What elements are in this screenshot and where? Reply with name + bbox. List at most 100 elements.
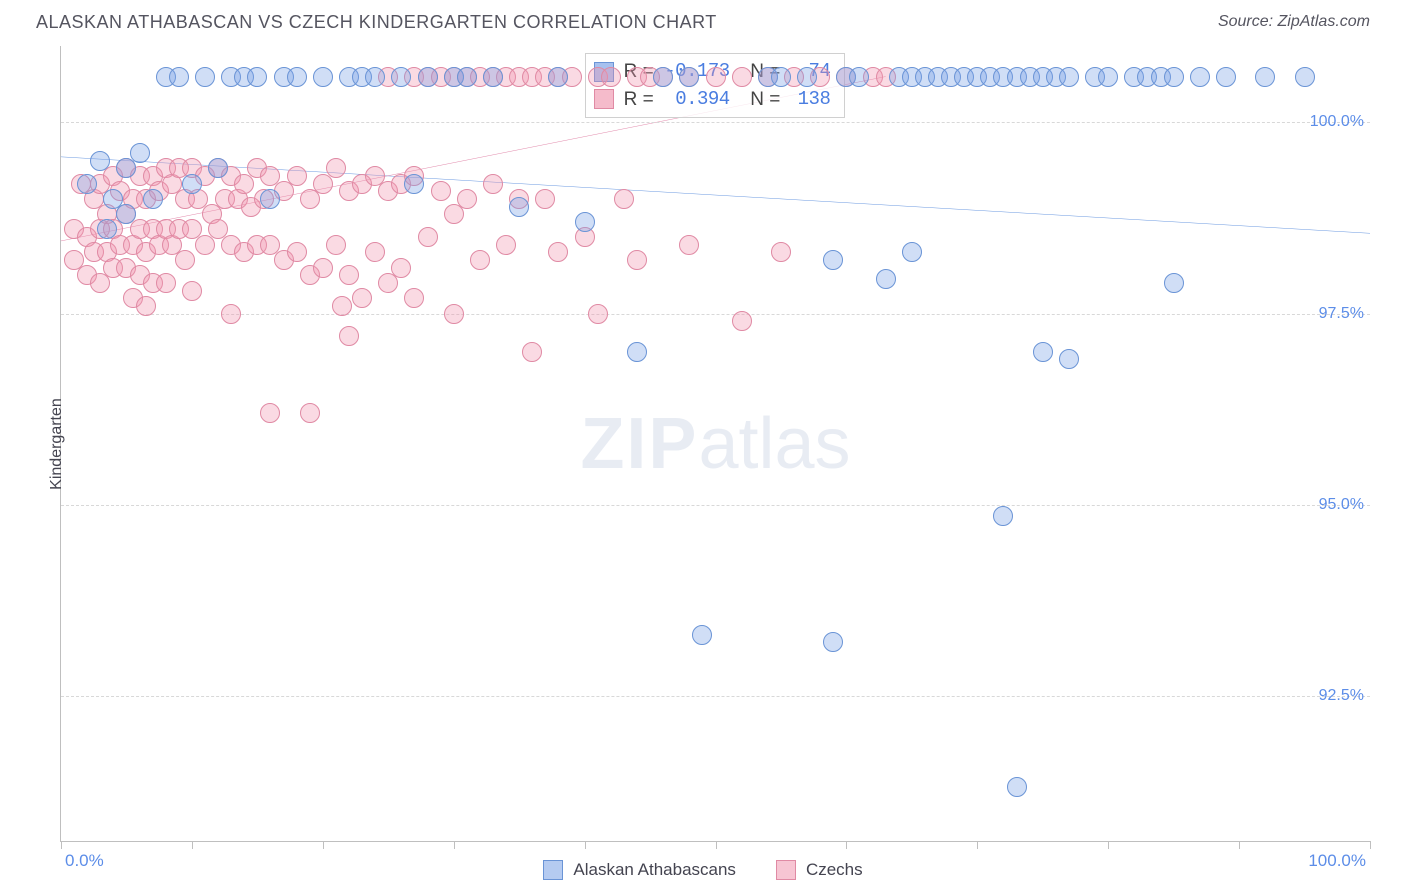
chart-source: Source: ZipAtlas.com (1218, 13, 1370, 31)
watermark-light: atlas (698, 404, 850, 484)
data-point (77, 174, 97, 194)
y-tick-label: 95.0% (1319, 496, 1364, 514)
chart-title: ALASKAN ATHABASCAN VS CZECH KINDERGARTEN… (36, 12, 717, 33)
data-point (627, 342, 647, 362)
x-tick (977, 841, 978, 849)
x-tick (846, 841, 847, 849)
data-point (326, 158, 346, 178)
data-point (444, 304, 464, 324)
stats-r-value: 0.394 (664, 86, 730, 114)
data-point (1164, 67, 1184, 87)
data-point (457, 67, 477, 87)
data-point (902, 242, 922, 262)
x-tick (1239, 841, 1240, 849)
watermark-bold: ZIP (580, 404, 698, 484)
data-point (588, 304, 608, 324)
data-point (287, 67, 307, 87)
data-point (470, 250, 490, 270)
data-point (365, 67, 385, 87)
data-point (339, 265, 359, 285)
data-point (522, 342, 542, 362)
data-point (679, 67, 699, 87)
data-point (535, 189, 555, 209)
data-point (431, 181, 451, 201)
data-point (692, 625, 712, 645)
gridline-h (61, 122, 1370, 123)
data-point (548, 67, 568, 87)
data-point (313, 258, 333, 278)
data-point (169, 67, 189, 87)
data-point (130, 143, 150, 163)
data-point (195, 67, 215, 87)
y-tick-label: 100.0% (1310, 113, 1364, 131)
data-point (575, 212, 595, 232)
stats-r-label: R = (624, 86, 654, 114)
data-point (90, 151, 110, 171)
data-point (1295, 67, 1315, 87)
data-point (97, 219, 117, 239)
data-point (706, 67, 726, 87)
data-point (1059, 349, 1079, 369)
data-point (483, 174, 503, 194)
data-point (627, 250, 647, 270)
data-point (391, 258, 411, 278)
data-point (876, 269, 896, 289)
gridline-h (61, 314, 1370, 315)
data-point (823, 632, 843, 652)
data-point (365, 242, 385, 262)
gridline-h (61, 505, 1370, 506)
data-point (509, 197, 529, 217)
legend-label: Alaskan Athabascans (573, 860, 736, 880)
data-point (208, 158, 228, 178)
legend-swatch (543, 860, 563, 880)
data-point (404, 174, 424, 194)
data-point (418, 227, 438, 247)
data-point (326, 235, 346, 255)
stats-n-label: N = (740, 86, 781, 114)
y-axis-title: Kindergarten (48, 398, 66, 490)
gridline-h (61, 696, 1370, 697)
legend-item: Alaskan Athabascans (543, 860, 736, 880)
stats-n-value: 138 (790, 86, 830, 114)
data-point (221, 304, 241, 324)
data-point (332, 296, 352, 316)
legend-label: Czechs (806, 860, 863, 880)
x-tick (323, 841, 324, 849)
data-point (287, 166, 307, 186)
x-tick (1108, 841, 1109, 849)
data-point (679, 235, 699, 255)
data-point (143, 189, 163, 209)
x-tick (716, 841, 717, 849)
data-point (156, 273, 176, 293)
chart-header: ALASKAN ATHABASCAN VS CZECH KINDERGARTEN… (0, 0, 1406, 44)
data-point (849, 67, 869, 87)
data-point (823, 250, 843, 270)
data-point (771, 242, 791, 262)
data-point (182, 281, 202, 301)
data-point (247, 67, 267, 87)
legend-item: Czechs (776, 860, 863, 880)
x-tick (585, 841, 586, 849)
data-point (1255, 67, 1275, 87)
data-point (260, 403, 280, 423)
x-tick (61, 841, 62, 849)
data-point (771, 67, 791, 87)
data-point (732, 67, 752, 87)
data-point (260, 189, 280, 209)
data-point (1098, 67, 1118, 87)
plot-area: Kindergarten ZIPatlas R = -0.173 N = 74R… (60, 46, 1370, 842)
y-tick-label: 92.5% (1319, 687, 1364, 705)
data-point (287, 242, 307, 262)
data-point (1164, 273, 1184, 293)
data-point (797, 67, 817, 87)
data-point (601, 67, 621, 87)
data-point (653, 67, 673, 87)
data-point (1190, 67, 1210, 87)
data-point (182, 174, 202, 194)
x-tick (192, 841, 193, 849)
data-point (313, 67, 333, 87)
data-point (300, 403, 320, 423)
data-point (418, 67, 438, 87)
data-point (175, 250, 195, 270)
data-point (352, 288, 372, 308)
